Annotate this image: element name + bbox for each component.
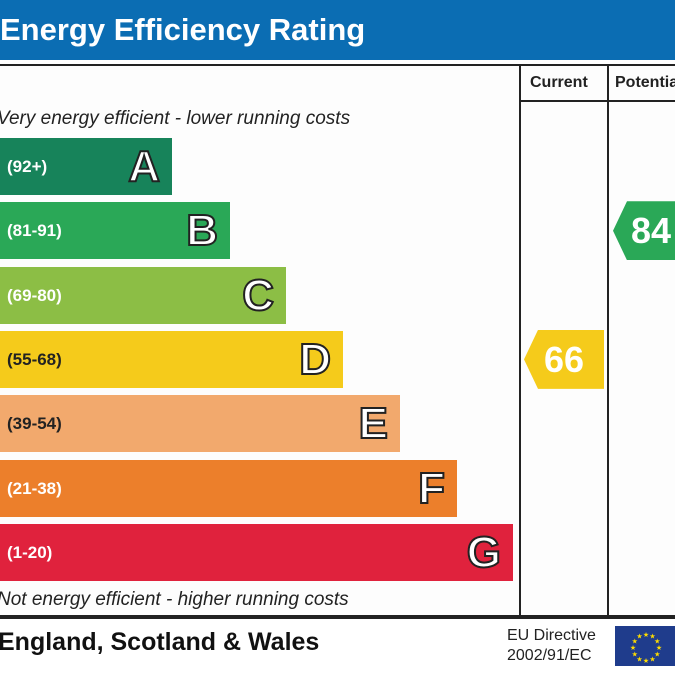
star-icon: ★ [630,644,636,652]
bar-letter: F [417,463,446,514]
star-icon: ★ [643,657,649,665]
directive-line2: 2002/91/EC [507,647,592,664]
page-title: Energy Efficiency Rating [0,0,675,60]
bar-letter: B [185,205,219,256]
star-icon: ★ [632,638,638,646]
rating-bar-e: (39-54) E [0,395,400,453]
divider [519,64,521,617]
rating-bar-b: (81-91) B [0,202,230,260]
bar-range: (39-54) [7,414,62,434]
rating-bar-d: (55-68) D [0,330,343,388]
bar-range: (21-38) [7,478,62,498]
bar-letter: C [241,270,275,321]
region-label: England, Scotland & Wales [0,628,320,656]
star-icon: ★ [649,655,655,663]
bar-letter: D [298,334,332,385]
star-icon: ★ [654,651,660,659]
star-icon: ★ [649,633,655,641]
bottom-note: Not energy efficient - higher running co… [0,589,349,610]
column-header-current: Current [530,74,588,91]
bar-letter: E [358,398,389,449]
bar-range: (81-91) [7,221,62,241]
divider [607,64,609,617]
eu-flag-icon: ★ ★ ★ ★ ★ ★ ★ ★ ★ ★ ★ ★ [615,626,675,666]
bar-letter: G [466,527,502,578]
eu-directive: EU Directive 2002/91/EC [507,626,596,666]
divider [0,617,675,619]
column-header-potential: Potential [615,74,675,91]
potential-rating-arrow: 84 [613,201,675,261]
star-icon: ★ [636,655,642,663]
bar-range: (1-20) [7,542,53,562]
bar-range: (92+) [7,157,48,176]
star-icon: ★ [643,631,649,639]
top-note: Very energy efficient - lower running co… [0,108,351,129]
star-icon: ★ [636,633,642,641]
rating-bar-c: (69-80) C [0,266,286,324]
star-icon: ★ [632,651,638,659]
directive-line1: EU Directive [507,627,596,644]
rating-bar-a: (92+) A [0,138,172,195]
bar-letter: A [127,141,161,192]
star-icon: ★ [656,644,662,652]
bar-range: (55-68) [7,349,62,369]
star-icon: ★ [654,638,660,646]
divider [519,100,675,102]
rating-bar-f: (21-38) F [0,459,457,517]
current-rating-arrow: 66 [524,329,604,389]
rating-bar-g: (1-20) G [0,523,513,581]
bar-range: (69-80) [7,285,62,305]
